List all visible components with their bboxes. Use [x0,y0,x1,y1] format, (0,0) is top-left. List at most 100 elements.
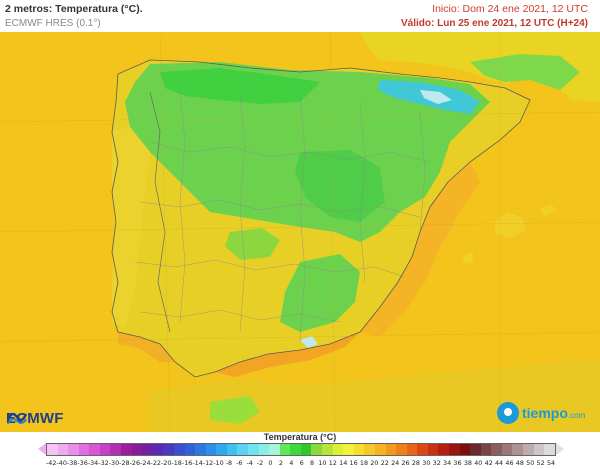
legend-tick-label: 38 [463,459,472,467]
legend-tick-label: 42 [484,459,493,467]
legend-tick-label: -10 [213,459,224,467]
legend-tick-label: 28 [411,459,420,467]
legend-color-cell [121,444,132,455]
map-canvas [0,32,600,432]
legend-tick-label: 20 [370,459,379,467]
menorca [540,204,556,216]
legend-tick-label: -34 [87,459,99,467]
legend-tick-label: 50 [526,459,535,467]
legend-tick-label: -26 [129,459,141,467]
pyrenees-snow [420,90,452,104]
legend-color-cell [184,444,196,455]
legend-color-cell [131,444,143,455]
south-coast-warm [215,332,360,377]
legend-color-cell [163,444,174,455]
legend-tick-label: 0 [268,459,273,467]
legend-color-cell [247,444,259,455]
legend-tick-label: -22 [150,459,161,467]
variable-title: 2 metros: Temperatura (°C). [5,3,143,15]
legend-tick-label: 34 [443,459,452,467]
legend-color-cell [216,444,227,455]
legend-tick-label: 16 [349,459,358,467]
portugal-border [149,91,171,333]
legend-color-cell [195,444,206,455]
legend-color-cell [237,444,248,455]
legend-color-cell [152,444,164,455]
legend-color-cell [396,444,407,455]
coastline [111,59,531,378]
legend-color-cell [279,444,291,455]
sierra-nevada-cold [300,336,318,348]
legend-color-cell [99,444,111,455]
betic-green [280,254,360,332]
legend-color-cell [322,444,333,455]
legend-tick-label: -4 [246,459,253,467]
legend-tick-label: -40 [56,459,67,467]
legend-color-cell [501,444,513,455]
lat-lon-grid [0,32,600,432]
init-time: Inicio: Dom 24 ene 2021, 12 UTC [432,3,588,15]
legend-tick-label: 52 [536,459,545,467]
legend-color-cell [68,444,79,455]
model-label: ECMWF HRES (0.1°) [5,18,101,29]
france-green [470,54,580,90]
legend-arrow-right [556,443,564,455]
legend-color-cell [205,444,217,455]
tiempo-logo: tiempo.com [497,402,585,424]
legend-tick-label: 6 [299,459,304,467]
legend-tick-label: -32 [98,459,109,467]
legend-tick-label: 4 [289,459,294,467]
mallorca [494,212,526,238]
legend-color-cell [47,444,58,455]
legend-color-cell [480,444,492,455]
legend-color-cell [491,444,502,455]
legend-color-cell [343,444,354,455]
legend-color-cell [300,444,312,455]
legend-tick-label: 44 [494,459,504,467]
legend-color-cell [417,444,428,455]
legend-color-cell [374,444,386,455]
legend-title: Temperatura (°C) [263,432,337,442]
legend-tick-label: 12 [328,459,337,467]
legend-tick-label: -36 [77,459,88,467]
tiempo-logo-icon [497,402,519,424]
legend-tick-label: -12 [202,459,214,467]
legend-color-cell [142,444,153,455]
legend-color-cell [110,444,122,455]
legend-color-cell [523,444,534,455]
north-africa-land [150,360,600,432]
temperature-map[interactable]: ECMWF tiempo.com [0,32,600,432]
legend-color-cell [385,444,397,455]
legend-tick-label: -8 [225,459,233,467]
legend-tick-label: 54 [546,459,556,467]
central-green-patch [225,228,280,260]
legend-tick-label: 26 [401,459,410,467]
tiempo-logo-text: tiempo.com [522,405,586,421]
legend-tick-label: -24 [140,459,151,467]
cantabric-green [160,68,320,104]
legend-color-cell [78,444,90,455]
legend-tick-label: 22 [380,459,389,467]
legend-color-cell [364,444,375,455]
legend-color-cell [89,444,100,455]
legend-tick-label: -38 [66,459,78,467]
southwest-warm [118,332,175,362]
legend-tick-label: 32 [432,459,441,467]
legend-color-cell [459,444,471,455]
legend-color-cell [427,444,439,455]
legend-tick-label: -20 [160,459,172,467]
ecmwf-logo: ECMWF [6,408,64,428]
legend-tick-label: 48 [515,459,524,467]
legend-tick-label: 8 [309,459,315,467]
legend-color-cell [57,444,69,455]
legend-tick-label: 36 [453,459,462,467]
legend-tick-label: -30 [108,459,120,467]
legend-tick-label: -2 [256,459,264,467]
legend-tick-label: 18 [359,459,369,467]
legend-color-cell [512,444,524,455]
valid-time: Válido: Lun 25 ene 2021, 12 UTC (H+24) [400,18,588,29]
legend-tick-label: 40 [474,459,483,467]
legend-tick-label: 46 [505,459,514,467]
legend-tick-label: -14 [192,459,203,467]
map-header: 2 metros: Temperatura (°C). ECMWF HRES (… [0,0,600,32]
